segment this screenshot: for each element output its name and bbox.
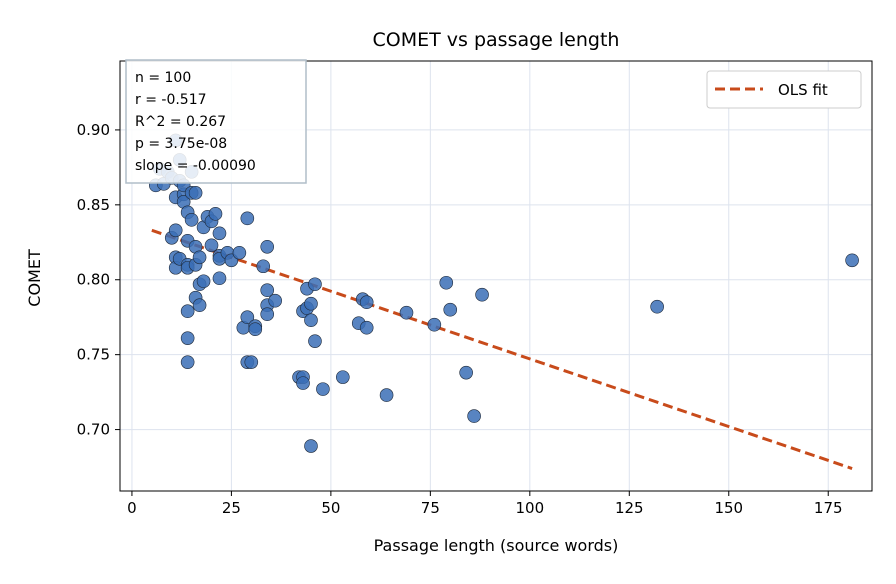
data-point xyxy=(359,295,374,310)
axes-ticks: 0 25 50 75 100 125 150 175 0.70 0.75 0.80 0.85 0.90 xyxy=(77,121,843,517)
x-tick-label: 150 xyxy=(714,499,743,517)
y-tick-label: 0.80 xyxy=(77,271,110,289)
x-tick-label: 50 xyxy=(321,499,340,517)
x-axis-label: Passage length (source words) xyxy=(374,536,619,555)
data-point xyxy=(359,320,374,335)
data-point xyxy=(427,317,442,332)
stats-line-p: p = 3.75e-08 xyxy=(135,136,227,152)
plot-frame xyxy=(119,60,873,492)
data-point xyxy=(459,365,473,380)
data-point xyxy=(260,239,275,254)
data-point xyxy=(308,334,322,348)
data-point xyxy=(240,211,255,226)
data-point xyxy=(467,409,481,423)
x-tick-label: 100 xyxy=(515,499,544,517)
data-point xyxy=(168,223,183,238)
data-point xyxy=(208,207,223,221)
data-point xyxy=(248,322,263,336)
y-tick-label: 0.85 xyxy=(77,196,110,214)
data-point xyxy=(650,299,664,314)
data-point xyxy=(180,331,195,345)
data-point xyxy=(379,388,394,402)
data-point xyxy=(196,274,211,289)
data-point xyxy=(304,313,318,327)
data-point xyxy=(308,277,322,292)
stats-box: n = 100 r = -0.517 R^2 = 0.267 p = 3.75e… xyxy=(125,59,307,184)
x-tick-label: 25 xyxy=(222,499,241,517)
data-point xyxy=(256,259,271,274)
x-tick-label: 125 xyxy=(615,499,644,517)
legend: OLS fit xyxy=(706,70,862,109)
x-tick-label: 0 xyxy=(127,499,137,517)
data-point xyxy=(399,305,414,320)
data-point xyxy=(244,355,259,369)
x-tick-label: 75 xyxy=(421,499,440,517)
data-point xyxy=(212,271,227,286)
data-point xyxy=(180,355,195,369)
data-point xyxy=(316,382,330,396)
y-tick-label: 0.75 xyxy=(77,346,110,364)
stats-line-n: n = 100 xyxy=(135,70,191,86)
data-point xyxy=(439,275,454,290)
data-point xyxy=(304,439,318,453)
data-point xyxy=(180,304,195,319)
data-point xyxy=(240,310,255,325)
y-tick-label: 0.90 xyxy=(77,121,110,139)
data-point xyxy=(204,238,219,253)
legend-label-ols-fit: OLS fit xyxy=(778,81,828,99)
data-point xyxy=(475,287,489,302)
points-group xyxy=(149,133,859,453)
grid xyxy=(120,61,872,491)
data-point xyxy=(304,296,318,311)
stats-line-slope: slope = -0.00090 xyxy=(135,158,256,174)
data-point xyxy=(232,245,247,260)
data-point xyxy=(260,283,275,298)
data-point xyxy=(268,293,282,308)
y-tick-label: 0.70 xyxy=(77,421,110,439)
stats-line-r: r = -0.517 xyxy=(135,92,207,108)
data-point xyxy=(443,302,458,317)
x-tick-label: 175 xyxy=(814,499,843,517)
data-point xyxy=(188,186,203,200)
stats-line-r2: R^2 = 0.267 xyxy=(135,114,226,130)
y-axis-label: COMET xyxy=(25,249,44,307)
data-point xyxy=(212,226,227,241)
data-point xyxy=(845,253,859,268)
data-point xyxy=(192,250,207,265)
data-point xyxy=(184,213,199,227)
chart-title: COMET vs passage length xyxy=(373,29,620,51)
data-point xyxy=(296,376,310,390)
data-point xyxy=(336,370,350,384)
data-point xyxy=(192,298,207,313)
data-point xyxy=(260,307,275,322)
